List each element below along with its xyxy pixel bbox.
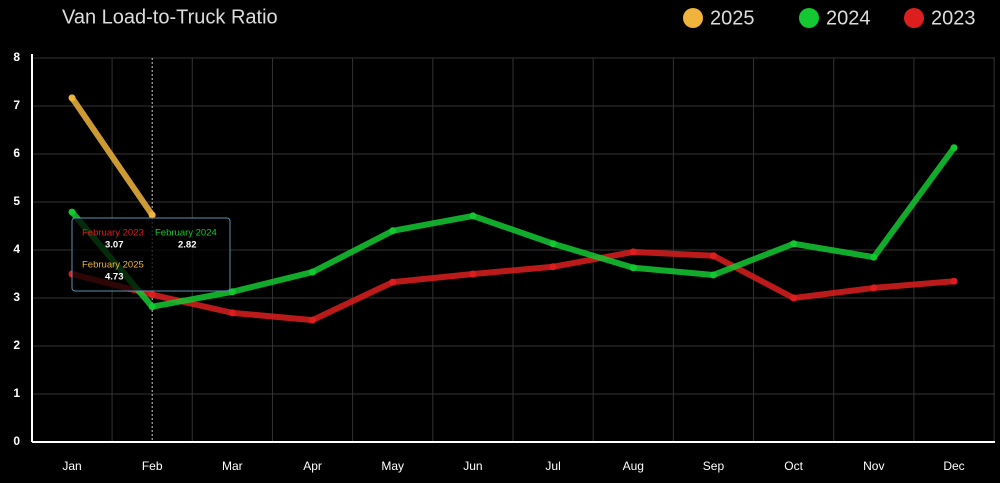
x-tick-label: Dec	[943, 459, 964, 473]
point	[790, 240, 798, 248]
x-tick-label: Jul	[545, 459, 560, 473]
legend-swatch	[904, 8, 924, 28]
y-tick-label: 3	[13, 290, 20, 304]
point	[870, 253, 878, 261]
tooltip-value: 2.82	[178, 240, 197, 251]
series-line	[69, 248, 957, 324]
point	[629, 264, 637, 272]
tooltip-label: February 2025	[82, 260, 144, 271]
legend-label: 2024	[826, 7, 871, 29]
y-tick-label: 1	[13, 386, 20, 400]
x-tick-label: Nov	[863, 459, 884, 473]
chart-title: Van Load-to-Truck Ratio	[62, 6, 278, 28]
point	[389, 278, 397, 286]
y-tick-label: 5	[13, 194, 20, 208]
point	[309, 316, 317, 324]
y-tick-label: 8	[13, 50, 20, 64]
point	[549, 263, 557, 271]
y-tick-label: 4	[13, 242, 20, 256]
y-tick-label: 7	[13, 98, 20, 112]
series-line	[69, 94, 156, 218]
y-tick-label: 2	[13, 338, 20, 352]
point	[870, 284, 878, 292]
x-tick-label: Apr	[303, 459, 322, 473]
point	[950, 144, 958, 152]
legend-label: 2023	[931, 7, 976, 29]
x-tick-label: Aug	[623, 459, 644, 473]
point	[709, 252, 717, 260]
tooltip-box	[71, 217, 231, 292]
point	[148, 211, 156, 219]
point	[469, 270, 477, 278]
tooltip-value: 3.07	[105, 240, 124, 251]
point	[790, 294, 798, 302]
point	[309, 268, 317, 276]
legend-swatch	[799, 8, 819, 28]
point	[148, 303, 156, 311]
x-tick-label: Mar	[222, 459, 243, 473]
x-tick-label: Jun	[463, 459, 482, 473]
point	[68, 208, 76, 216]
point	[629, 248, 637, 256]
tooltip-label: February 2024	[155, 228, 217, 239]
x-tick-label: Oct	[784, 459, 803, 473]
point	[469, 212, 477, 220]
point	[950, 277, 958, 285]
point	[228, 288, 236, 296]
x-tick-label: Jan	[62, 459, 81, 473]
x-tick-label: May	[381, 459, 404, 473]
x-tick-label: Sep	[703, 459, 725, 473]
point	[228, 309, 236, 317]
series-line	[69, 144, 957, 310]
point	[389, 227, 397, 235]
point	[68, 94, 76, 102]
tooltip-value: 4.73	[105, 272, 124, 283]
tooltip-label: February 2023	[82, 228, 144, 239]
y-tick-label: 0	[13, 434, 20, 448]
point	[148, 291, 156, 299]
point	[549, 240, 557, 248]
point	[709, 271, 717, 279]
legend-swatch	[683, 8, 703, 28]
legend-label: 2025	[710, 7, 755, 29]
x-tick-label: Feb	[142, 459, 163, 473]
y-tick-label: 6	[13, 146, 20, 160]
